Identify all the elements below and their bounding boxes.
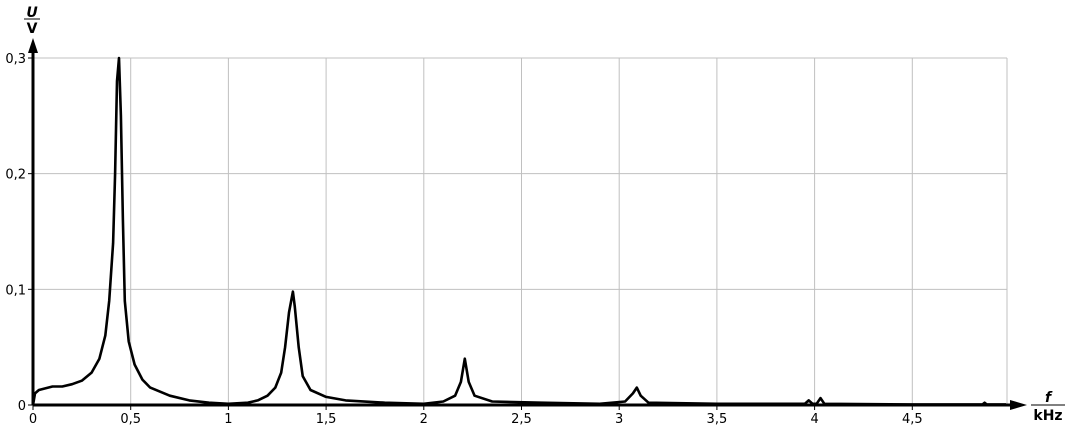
x-tick-label: 2,5 bbox=[511, 412, 532, 427]
y-axis-label: U V bbox=[24, 5, 40, 37]
y-tick-label: 0,1 bbox=[5, 283, 26, 298]
y-tick-label: 0,3 bbox=[5, 52, 26, 67]
y-label-symbol: U bbox=[26, 5, 38, 21]
x-tick-label: 4 bbox=[810, 412, 818, 427]
ticks: 0 0,5 1 1,5 2 2,5 3 3,5 4 4,5 0 0,1 0,2 0,3 bbox=[5, 52, 922, 427]
y-axis-arrow bbox=[28, 38, 38, 53]
axes bbox=[28, 38, 1027, 410]
x-label-symbol: f bbox=[1045, 390, 1053, 406]
y-label-unit: V bbox=[27, 21, 38, 37]
x-label-unit: kHz bbox=[1033, 408, 1062, 424]
y-tick-label: 0,2 bbox=[5, 168, 26, 183]
x-tick-label: 4,5 bbox=[902, 412, 923, 427]
x-axis-label: f kHz bbox=[1031, 390, 1065, 424]
x-tick-label: 1,5 bbox=[316, 412, 337, 427]
series-line bbox=[31, 56, 1007, 406]
x-tick-label: 0 bbox=[29, 412, 37, 427]
x-tick-label: 1 bbox=[224, 412, 232, 427]
x-tick-label: 0,5 bbox=[120, 412, 141, 427]
grid bbox=[33, 57, 1008, 405]
x-tick-label: 3,5 bbox=[707, 412, 728, 427]
x-tick-label: 2 bbox=[420, 412, 428, 427]
y-tick-label: 0 bbox=[18, 399, 26, 414]
x-axis-arrow bbox=[1010, 400, 1027, 410]
x-tick-label: 3 bbox=[615, 412, 623, 427]
